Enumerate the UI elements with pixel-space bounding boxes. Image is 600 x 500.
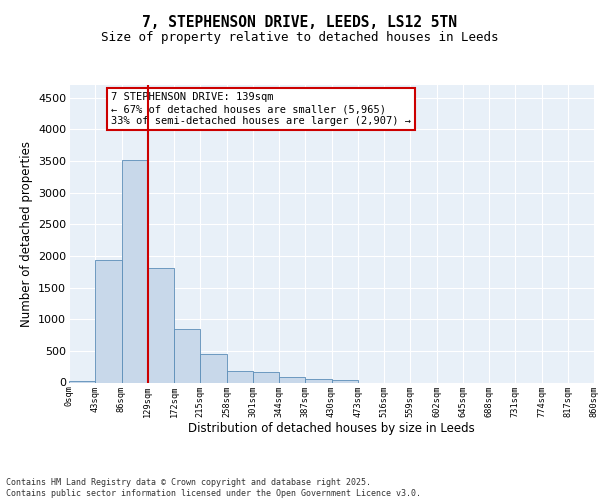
Bar: [69, 380, 95, 382]
Bar: [174, 328, 200, 382]
Bar: [305, 379, 331, 382]
Text: Contains HM Land Registry data © Crown copyright and database right 2025.
Contai: Contains HM Land Registry data © Crown c…: [6, 478, 421, 498]
Text: Size of property relative to detached houses in Leeds: Size of property relative to detached ho…: [101, 31, 499, 44]
X-axis label: Distribution of detached houses by size in Leeds: Distribution of detached houses by size …: [188, 422, 475, 436]
Bar: [200, 354, 227, 382]
Bar: [148, 268, 174, 382]
Bar: [95, 260, 121, 382]
Text: 7, STEPHENSON DRIVE, LEEDS, LS12 5TN: 7, STEPHENSON DRIVE, LEEDS, LS12 5TN: [143, 15, 458, 30]
Bar: [331, 380, 358, 382]
Y-axis label: Number of detached properties: Number of detached properties: [20, 141, 32, 327]
Bar: [227, 372, 253, 382]
Bar: [279, 377, 305, 382]
Text: 7 STEPHENSON DRIVE: 139sqm
← 67% of detached houses are smaller (5,965)
33% of s: 7 STEPHENSON DRIVE: 139sqm ← 67% of deta…: [111, 92, 411, 126]
Bar: [253, 372, 279, 382]
Bar: [121, 160, 148, 382]
